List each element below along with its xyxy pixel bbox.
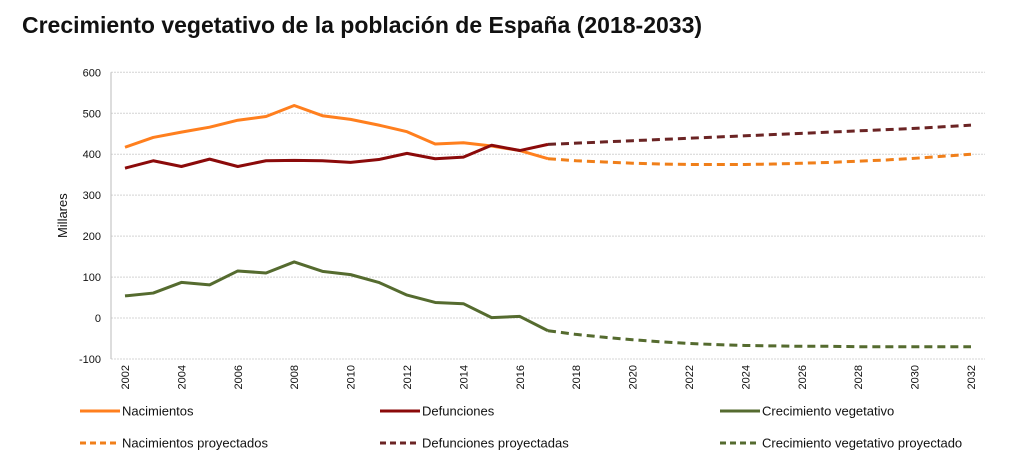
x-tick-label: 2032 bbox=[966, 365, 978, 389]
x-tick-label: 2002 bbox=[120, 365, 132, 389]
chart-title: Crecimiento vegetativo de la población d… bbox=[22, 12, 703, 38]
y-tick-label: 500 bbox=[83, 108, 101, 120]
x-tick-label: 2024 bbox=[740, 365, 752, 389]
series-line-crecimiento-vegetativo-proyectado bbox=[547, 329, 971, 349]
x-tick-label: 2020 bbox=[628, 365, 640, 389]
legend-label: Defunciones bbox=[422, 404, 495, 419]
series-line-defunciones-proyectadas bbox=[547, 123, 972, 146]
x-tick-label: 2030 bbox=[910, 365, 922, 389]
y-tick-label: 400 bbox=[83, 149, 101, 161]
x-tick-label: 2026 bbox=[797, 365, 809, 389]
legend-label: Crecimiento vegetativo proyectado bbox=[762, 436, 962, 451]
series-line-crecimiento-vegetativo bbox=[124, 260, 549, 333]
series-line-nacimientos bbox=[124, 103, 549, 161]
y-axis-label: Millares bbox=[55, 193, 70, 238]
x-tick-label: 2010 bbox=[346, 365, 358, 389]
x-tick-label: 2014 bbox=[458, 365, 470, 389]
x-tick-label: 2004 bbox=[176, 365, 188, 389]
y-tick-label: 300 bbox=[83, 190, 101, 202]
y-tick-label: -100 bbox=[79, 354, 101, 366]
y-tick-label: 100 bbox=[83, 272, 101, 284]
series-line-nacimientos-proyectados bbox=[547, 152, 972, 166]
x-tick-label: 2022 bbox=[684, 365, 696, 389]
x-tick-label: 2012 bbox=[402, 365, 414, 389]
x-tick-label: 2016 bbox=[515, 365, 527, 389]
y-tick-label: 600 bbox=[83, 67, 101, 79]
x-tick-label: 2018 bbox=[571, 365, 583, 389]
legend-label: Nacimientos bbox=[122, 404, 194, 419]
legend-label: Defunciones proyectadas bbox=[422, 436, 569, 451]
legend-label: Crecimiento vegetativo bbox=[762, 404, 894, 419]
legend-label: Nacimientos proyectados bbox=[122, 436, 268, 451]
y-tick-label: 0 bbox=[95, 313, 101, 325]
x-tick-label: 2008 bbox=[289, 365, 301, 389]
x-tick-label: 2006 bbox=[233, 365, 245, 389]
x-tick-label: 2028 bbox=[853, 365, 865, 389]
y-tick-label: 200 bbox=[83, 231, 101, 243]
series-line-defunciones bbox=[124, 142, 549, 170]
